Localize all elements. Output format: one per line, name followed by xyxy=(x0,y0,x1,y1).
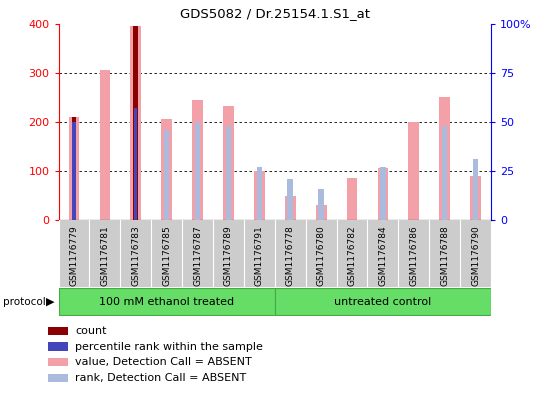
Bar xyxy=(254,171,265,220)
Text: GSM1176786: GSM1176786 xyxy=(410,226,418,286)
Bar xyxy=(316,205,326,220)
Text: GSM1176790: GSM1176790 xyxy=(471,226,480,286)
Text: GSM1176778: GSM1176778 xyxy=(286,226,295,286)
Text: untreated control: untreated control xyxy=(334,297,431,307)
Bar xyxy=(72,117,76,220)
Bar xyxy=(380,167,386,220)
Bar xyxy=(319,189,324,220)
Text: GSM1176782: GSM1176782 xyxy=(348,226,357,286)
Bar xyxy=(408,122,419,220)
Text: GSM1176785: GSM1176785 xyxy=(162,226,171,286)
Bar xyxy=(287,179,293,220)
Bar xyxy=(59,288,275,315)
Text: 100 mM ethanol treated: 100 mM ethanol treated xyxy=(99,297,234,307)
Bar xyxy=(378,169,388,220)
Bar xyxy=(73,122,75,220)
Bar xyxy=(133,26,138,220)
Text: rank, Detection Call = ABSENT: rank, Detection Call = ABSENT xyxy=(75,373,247,383)
Bar xyxy=(69,117,79,220)
Text: GSM1176780: GSM1176780 xyxy=(316,226,326,286)
Text: GSM1176784: GSM1176784 xyxy=(378,226,387,286)
Bar xyxy=(347,178,358,220)
Bar xyxy=(134,108,137,220)
Bar xyxy=(275,288,491,315)
Bar xyxy=(48,327,68,335)
Bar xyxy=(439,97,450,220)
Bar xyxy=(257,167,262,220)
Bar xyxy=(48,373,68,382)
Text: ▶: ▶ xyxy=(46,297,54,307)
Text: protocol: protocol xyxy=(3,297,46,307)
Text: GSM1176789: GSM1176789 xyxy=(224,226,233,286)
Bar xyxy=(48,342,68,351)
Text: GSM1176788: GSM1176788 xyxy=(440,226,449,286)
Text: value, Detection Call = ABSENT: value, Detection Call = ABSENT xyxy=(75,357,252,367)
Text: GSM1176783: GSM1176783 xyxy=(131,226,140,286)
Bar xyxy=(470,176,481,220)
Text: GSM1176779: GSM1176779 xyxy=(70,226,79,286)
Bar xyxy=(223,106,234,220)
Bar xyxy=(195,122,200,220)
Bar xyxy=(164,130,170,220)
Text: GSM1176787: GSM1176787 xyxy=(193,226,202,286)
Bar xyxy=(473,159,478,220)
Bar xyxy=(161,119,172,220)
Bar xyxy=(442,126,448,220)
Text: percentile rank within the sample: percentile rank within the sample xyxy=(75,342,263,352)
Bar xyxy=(225,126,231,220)
Bar xyxy=(131,26,141,220)
Text: GSM1176781: GSM1176781 xyxy=(100,226,109,286)
Bar xyxy=(48,358,68,366)
Text: GSM1176791: GSM1176791 xyxy=(255,226,264,286)
Title: GDS5082 / Dr.25154.1.S1_at: GDS5082 / Dr.25154.1.S1_at xyxy=(180,7,370,20)
Bar xyxy=(285,195,296,220)
Bar xyxy=(99,70,110,220)
Text: count: count xyxy=(75,326,107,336)
Bar xyxy=(192,100,203,220)
